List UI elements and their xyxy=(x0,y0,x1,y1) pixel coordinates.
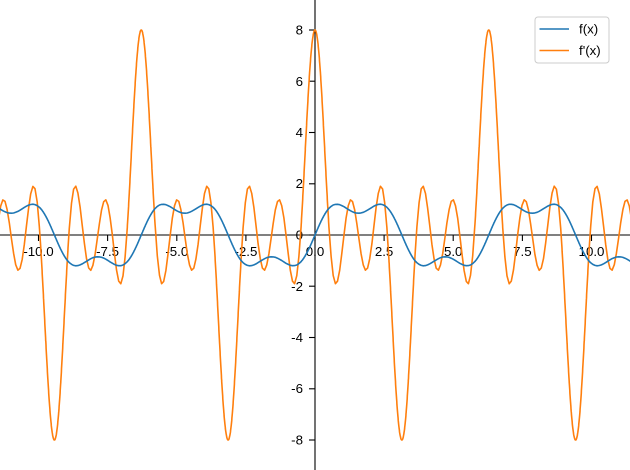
svg-text:-4: -4 xyxy=(291,330,303,345)
svg-text:-8: -8 xyxy=(291,433,303,448)
svg-text:0.0: 0.0 xyxy=(306,244,325,259)
svg-text:4: 4 xyxy=(296,125,303,140)
svg-text:f'(x): f'(x) xyxy=(579,43,601,58)
svg-text:2.5: 2.5 xyxy=(375,244,394,259)
svg-text:6: 6 xyxy=(296,74,303,89)
svg-text:-6: -6 xyxy=(291,381,303,396)
svg-text:2: 2 xyxy=(296,176,303,191)
svg-text:8: 8 xyxy=(296,23,303,38)
svg-text:-10.0: -10.0 xyxy=(23,244,53,259)
svg-text:f(x): f(x) xyxy=(579,22,598,37)
